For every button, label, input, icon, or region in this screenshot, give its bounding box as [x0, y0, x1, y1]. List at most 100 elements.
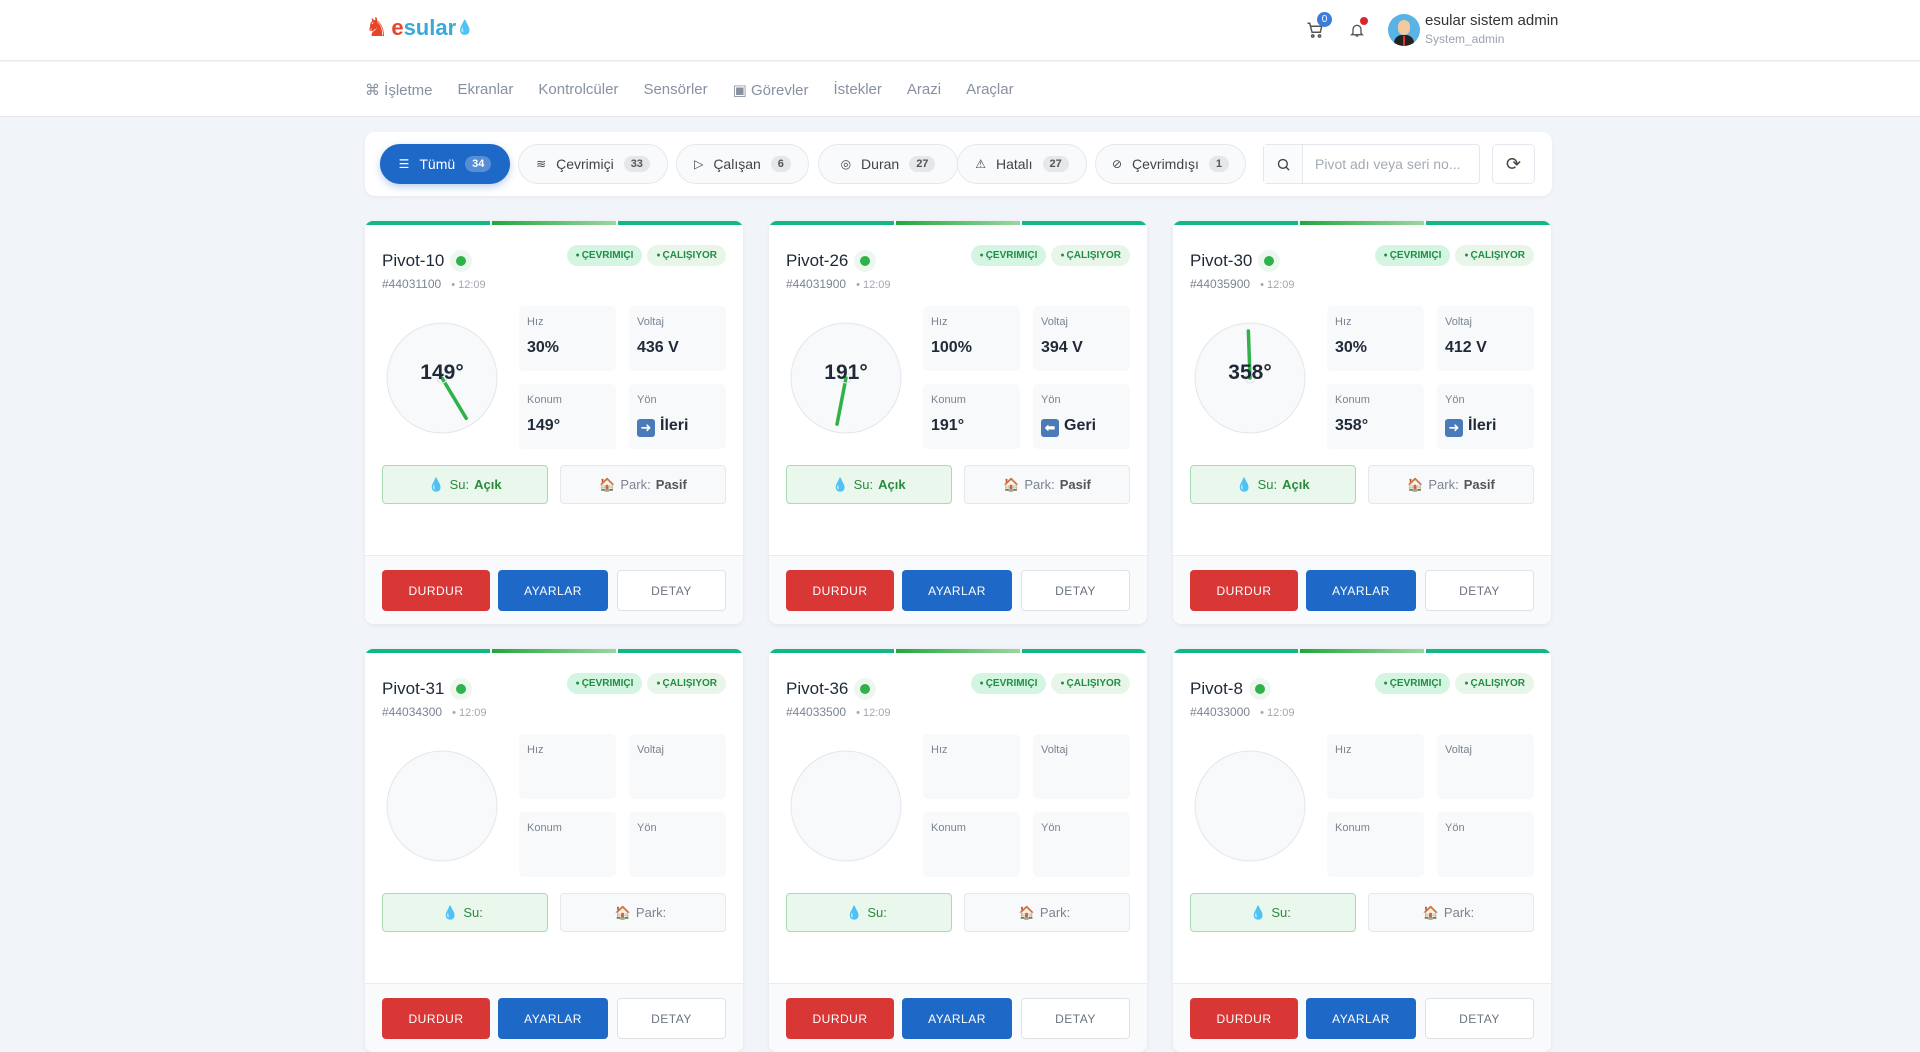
nav-item-6[interactable]: Arazi [907, 81, 941, 98]
metric-voltage: Voltaj [1437, 734, 1534, 799]
water-drop-icon: 💧 [1250, 904, 1267, 920]
stop-button[interactable]: DURDUR [786, 998, 894, 1039]
water-toggle[interactable]: 💧 Su: [1190, 893, 1356, 932]
detail-button[interactable]: DETAY [1425, 570, 1534, 611]
park-toggle[interactable]: 🏠 Park: [964, 893, 1130, 932]
logo[interactable]: ♞ e sular 💧 [365, 12, 474, 42]
metric-speed: Hız [519, 734, 616, 799]
refresh-button[interactable]: ⟳ [1492, 144, 1535, 184]
metric-label: Voltaj [637, 316, 664, 328]
serial-number: #44035900 [1190, 277, 1251, 291]
filter-3[interactable]: ◎ Duran 27 [818, 144, 958, 184]
filter-1[interactable]: ≋ Çevrimiçi 33 [518, 144, 668, 184]
user-name[interactable]: esular sistem admin [1425, 12, 1559, 29]
stop-button[interactable]: DURDUR [382, 998, 490, 1039]
settings-button[interactable]: AYARLAR [902, 998, 1012, 1039]
metric-position: Konum [923, 812, 1020, 877]
filter-count: 27 [909, 156, 936, 172]
park-toggle[interactable]: 🏠 Park: Pasif [560, 465, 726, 504]
pivot-name[interactable]: Pivot-10 [382, 251, 445, 270]
nav-item-0[interactable]: ⌘ İşletme [365, 81, 433, 99]
pivot-name[interactable]: Pivot-8 [1190, 679, 1243, 698]
main-nav: ⌘ İşletme Ekranlar Kontrolcüler Sensörler ▣ … [0, 62, 1920, 117]
detail-button[interactable]: DETAY [617, 998, 726, 1039]
search-icon[interactable] [1264, 145, 1303, 183]
list-icon: ☰ [398, 157, 410, 171]
metric-voltage: Voltaj [1033, 734, 1130, 799]
water-drop-icon: 💧 [846, 904, 863, 920]
water-drop-icon: 💧 [1236, 476, 1253, 492]
settings-button[interactable]: AYARLAR [1306, 570, 1416, 611]
last-update: • 12:09 [856, 707, 891, 719]
water-toggle[interactable]: 💧 Su: Açık [786, 465, 952, 504]
metric-label: Konum [527, 822, 562, 834]
detail-button[interactable]: DETAY [1021, 998, 1130, 1039]
filter-5[interactable]: ⊘ Çevrimdışı 1 [1095, 144, 1246, 184]
settings-button[interactable]: AYARLAR [902, 570, 1012, 611]
water-toggle[interactable]: 💧 Su: [786, 893, 952, 932]
stop-button[interactable]: DURDUR [1190, 570, 1298, 611]
detail-button[interactable]: DETAY [1425, 998, 1534, 1039]
pivot-card: Pivot-26 #44031900 • 12:09 ÇEVRIMIÇIÇALIŞ… [769, 221, 1147, 624]
status-bar [1173, 221, 1551, 225]
card-footer: DURDUR AYARLAR DETAY [365, 983, 743, 1052]
settings-button[interactable]: AYARLAR [498, 570, 608, 611]
metric-label: Voltaj [1041, 316, 1068, 328]
filter-0[interactable]: ☰ Tümü 34 [380, 144, 510, 184]
avatar[interactable] [1388, 14, 1420, 46]
park-toggle[interactable]: 🏠 Park: Pasif [964, 465, 1130, 504]
last-update: • 12:09 [1260, 279, 1295, 291]
nav-item-2[interactable]: Kontrolcüler [538, 81, 618, 98]
metric-label: Hız [1335, 744, 1352, 756]
goat-logo-icon: ♞ [365, 12, 389, 42]
metric-direction: Yön ⬅ Geri [1033, 384, 1130, 449]
settings-button[interactable]: AYARLAR [498, 998, 608, 1039]
online-badge: ÇEVRIMIÇI [1374, 245, 1451, 266]
water-toggle[interactable]: 💧 Su: [382, 893, 548, 932]
filter-4[interactable]: ⚠ Hatalı 27 [957, 144, 1087, 184]
house-icon: 🏠 [1407, 476, 1424, 492]
filter-2[interactable]: ▷ Çalışan 6 [676, 144, 809, 184]
notifications-button[interactable] [1342, 15, 1372, 45]
gauge-angle-value: 358° [1228, 361, 1272, 384]
wifi-icon: ≋ [536, 157, 547, 171]
top-header: ♞ e sular 💧 0 esular sistem admin System_ad… [0, 0, 1920, 61]
nav-item-4[interactable]: ▣ Görevler [733, 81, 809, 99]
pivot-name[interactable]: Pivot-30 [1190, 251, 1253, 270]
online-dot [854, 678, 877, 700]
pivot-name[interactable]: Pivot-26 [786, 251, 849, 270]
nav-item-3[interactable]: Sensörler [643, 81, 707, 98]
metric-label: Hız [931, 744, 948, 756]
detail-button[interactable]: DETAY [1021, 570, 1130, 611]
nav-item-1[interactable]: Ekranlar [458, 81, 514, 98]
nav-item-label: Görevler [750, 81, 809, 99]
search-input[interactable] [1303, 145, 1473, 183]
pivot-name[interactable]: Pivot-36 [786, 679, 849, 698]
angle-gauge [1194, 750, 1306, 862]
park-toggle[interactable]: 🏠 Park: [560, 893, 726, 932]
metric-label: Yön [637, 822, 657, 834]
metric-direction: Yön ➜ İleri [629, 384, 726, 449]
online-dot [1258, 250, 1281, 272]
stop-button[interactable]: DURDUR [1190, 998, 1298, 1039]
filter-label: Duran [861, 156, 900, 172]
online-dot [1248, 678, 1271, 700]
filter-count: 1 [1208, 156, 1230, 172]
pivot-name[interactable]: Pivot-31 [382, 679, 445, 698]
online-badge: ÇEVRIMIÇI [970, 673, 1047, 694]
nav-item-7[interactable]: Araçlar [966, 81, 1014, 98]
park-toggle[interactable]: 🏠 Park: [1368, 893, 1534, 932]
nav-item-5[interactable]: İstekler [834, 81, 882, 98]
settings-button[interactable]: AYARLAR [1306, 998, 1416, 1039]
drop-icon: 💧 [456, 19, 474, 35]
gauge-angle-value: 191° [824, 361, 868, 384]
water-toggle[interactable]: 💧 Su: Açık [382, 465, 548, 504]
online-badge: ÇEVRIMIÇI [970, 245, 1047, 266]
park-toggle[interactable]: 🏠 Park: Pasif [1368, 465, 1534, 504]
water-toggle[interactable]: 💧 Su: Açık [1190, 465, 1356, 504]
stop-button[interactable]: DURDUR [786, 570, 894, 611]
card-footer: DURDUR AYARLAR DETAY [1173, 555, 1551, 624]
stop-button[interactable]: DURDUR [382, 570, 490, 611]
detail-button[interactable]: DETAY [617, 570, 726, 611]
cart-button[interactable]: 0 [1300, 12, 1332, 45]
